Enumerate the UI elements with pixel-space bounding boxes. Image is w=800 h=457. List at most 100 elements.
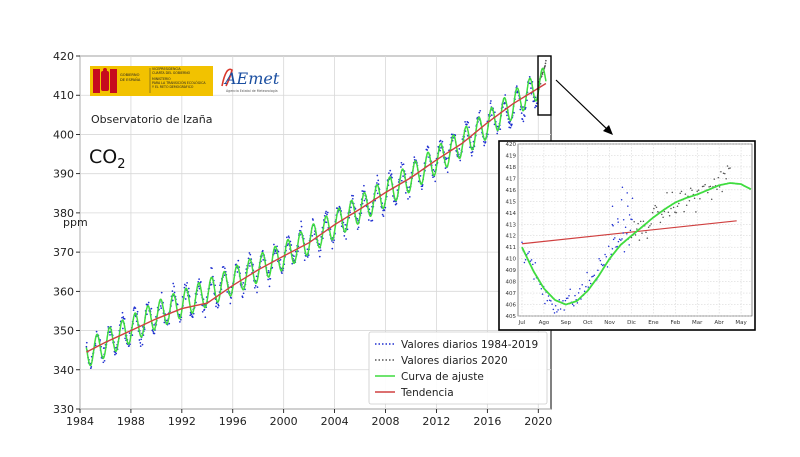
- daily-1984-2019-dot: [256, 286, 259, 288]
- inset-daily-1984-2019-dot: [577, 292, 580, 294]
- inset-daily-1984-2019-dot: [589, 282, 592, 285]
- inset-trend-line: [521, 220, 737, 245]
- x-tick-label: 1996: [219, 415, 247, 428]
- daily-1984-2019-dot: [186, 282, 188, 284]
- daily-1984-2019-dot: [190, 313, 193, 316]
- inset-daily-2020-dot: [659, 221, 662, 224]
- x-tick-label: 1984: [66, 415, 94, 428]
- inset-daily-1984-2019-dot: [588, 279, 591, 282]
- spain-coat-of-arms-icon: [93, 68, 117, 93]
- daily-1984-2019-dot: [103, 359, 106, 362]
- inset-daily-2020-dot: [649, 224, 651, 227]
- daily-1984-2019-dot: [287, 235, 290, 238]
- daily-1984-2019-dot: [300, 220, 302, 223]
- daily-1984-2019-dot: [224, 267, 226, 270]
- inset-daily-2020-dot: [642, 220, 645, 222]
- daily-1984-2019-dot: [122, 327, 124, 330]
- inset-daily-1984-2019-dot: [623, 250, 626, 253]
- x-tick-label: 2008: [372, 415, 400, 428]
- inset-daily-1984-2019-dot: [600, 263, 603, 266]
- legend-label: Valores diarios 2020: [401, 355, 508, 367]
- inset-daily-1984-2019-dot: [587, 286, 590, 288]
- daily-1984-2019-dot: [506, 114, 508, 117]
- daily-1984-2019-dot: [219, 284, 221, 287]
- daily-1984-2019-dot: [363, 199, 366, 202]
- daily-1984-2019-dot: [276, 245, 278, 248]
- x-tick-label: 1992: [168, 415, 196, 428]
- ministry-line2: CUARTA DEL GOBIERNO: [152, 71, 191, 75]
- inset-daily-1984-2019-dot: [604, 253, 606, 256]
- daily-1984-2019-dot: [377, 183, 380, 185]
- inset-x-tick-label: Abr: [714, 320, 724, 326]
- inset-daily-1984-2019-dot: [563, 309, 565, 311]
- daily-1984-2019-dot: [211, 267, 213, 270]
- daily-1984-2019-dot: [223, 274, 226, 277]
- inset-x-tick-label: Nov: [604, 320, 615, 326]
- daily-1984-2019-dot: [445, 157, 448, 160]
- inset-daily-1984-2019-dot: [559, 308, 562, 310]
- daily-1984-2019-dot: [107, 326, 110, 328]
- inset-x-tick-label: Sep: [561, 320, 572, 326]
- daily-1984-2019-dot: [189, 314, 192, 317]
- daily-1984-2019-dot: [371, 219, 374, 222]
- daily-1984-2019-dot: [370, 220, 372, 222]
- daily-1984-2019-dot: [413, 156, 416, 158]
- main-series-marks: [85, 59, 547, 370]
- daily-1984-2019-dot: [249, 265, 251, 267]
- daily-1984-2019-dot: [122, 316, 125, 318]
- daily-1984-2019-dot: [160, 291, 163, 294]
- inset-plot: 405 406 407 408 409 410 411 412 413 414 415 416 417 4…: [498, 140, 756, 331]
- inset-daily-2020-dot: [703, 185, 705, 187]
- gas-label-subscript: 2: [117, 157, 125, 172]
- daily-1984-2019-dot: [499, 128, 502, 131]
- daily-1984-2019-dot: [319, 249, 322, 252]
- daily-1984-2019-dot: [201, 310, 204, 313]
- daily-1984-2019-dot: [273, 252, 276, 255]
- inset-daily-2020-dot: [647, 226, 650, 229]
- fit-curve-line: [85, 67, 547, 367]
- inset-daily-1984-2019-dot: [618, 238, 621, 240]
- daily-1984-2019-dot: [522, 120, 525, 123]
- inset-daily-1984-2019-dot: [562, 299, 564, 302]
- inset-y-tick-label: 411: [506, 245, 517, 251]
- inset-daily-2020-dot: [675, 211, 677, 214]
- aemet-subtitle: Agencia Estatal de Meteorología: [226, 89, 278, 93]
- inset-daily-1984-2019-dot: [614, 237, 616, 239]
- daily-1984-2019-dot: [484, 141, 487, 143]
- inset-daily-2020-dot: [646, 237, 649, 239]
- y-tick-label: 370: [53, 246, 74, 259]
- daily-1984-2019-dot: [173, 285, 175, 288]
- daily-1984-2019-dot: [311, 234, 314, 237]
- daily-1984-2019-dot: [267, 278, 269, 281]
- inset-daily-1984-2019-dot: [617, 221, 619, 223]
- inset-daily-1984-2019-dot: [607, 245, 610, 247]
- legend-box: [368, 331, 548, 405]
- daily-1984-2019-dot: [471, 151, 474, 153]
- daily-1984-2019-dot: [300, 225, 303, 228]
- daily-1984-2019-dot: [356, 228, 359, 230]
- inset-daily-1984-2019-dot: [547, 295, 550, 297]
- daily-1984-2019-dot: [176, 303, 179, 306]
- inset-daily-1984-2019-dot: [606, 266, 609, 268]
- daily-1984-2019-dot: [459, 159, 462, 162]
- y-tick-label: 340: [53, 364, 74, 377]
- ministry-line5: Y EL RETO DEMOGRÁFICO: [152, 84, 194, 89]
- daily-1984-2019-dot: [508, 122, 511, 125]
- inset-y-tick-label: 415: [506, 199, 517, 205]
- inset-daily-1984-2019-dot: [573, 305, 575, 307]
- daily-2020-dot: [541, 73, 544, 75]
- y-tick-label: 360: [53, 285, 74, 298]
- daily-1984-2019-dot: [163, 321, 166, 324]
- daily-1984-2019-dot: [363, 184, 365, 187]
- daily-2020-dot: [542, 71, 544, 74]
- inset-daily-1984-2019-dot: [544, 302, 546, 305]
- daily-1984-2019-dot: [131, 334, 134, 336]
- inset-y-tick-label: 407: [506, 291, 517, 297]
- daily-1984-2019-dot: [217, 303, 220, 306]
- inset-daily-2020-dot: [724, 172, 726, 175]
- daily-1984-2019-dot: [132, 309, 135, 311]
- daily-1984-2019-dot: [376, 174, 379, 177]
- daily-1984-2019-dot: [229, 302, 232, 305]
- daily-1984-2019-dot: [102, 347, 105, 349]
- inset-daily-1984-2019-dot: [571, 303, 574, 305]
